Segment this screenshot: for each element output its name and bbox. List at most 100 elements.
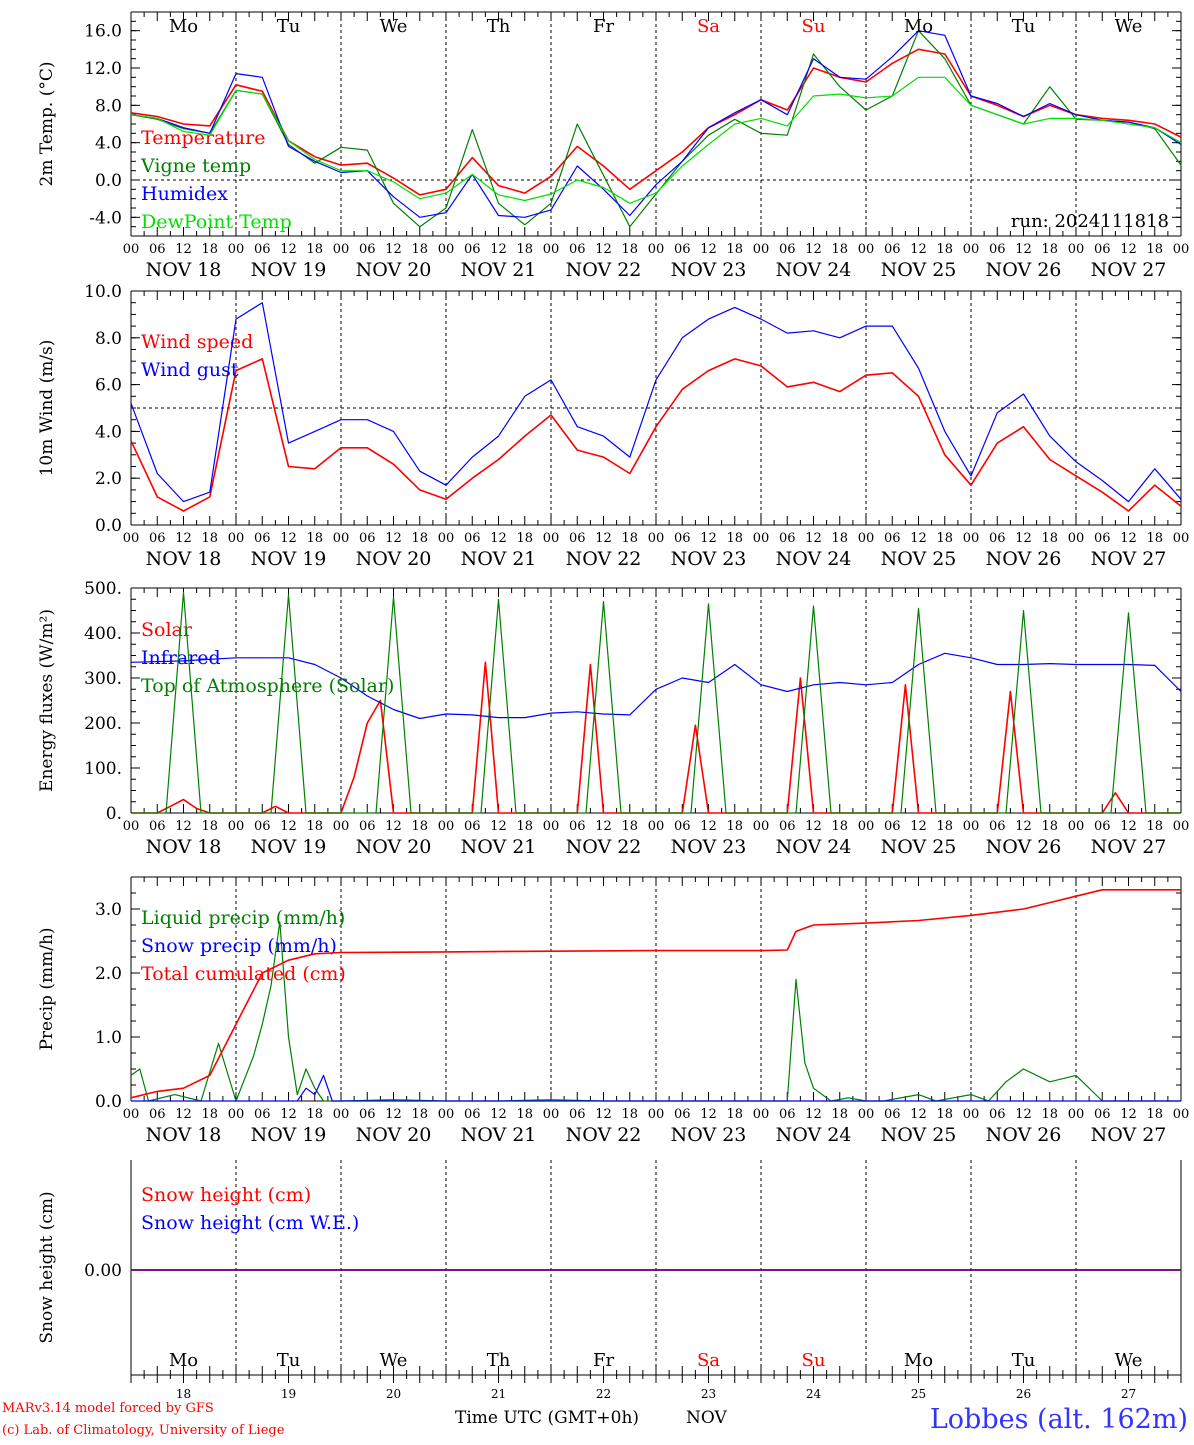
model-credit: MARv3.14 model forced by GFS (2, 1401, 214, 1416)
weekday-label: Tu (1012, 16, 1036, 37)
y-tick-label: 1.0 (95, 1028, 122, 1048)
date-label: NOV 21 (461, 836, 537, 858)
date-label: NOV 26 (986, 548, 1062, 570)
hour-label: 18 (411, 1107, 428, 1122)
hour-label: 00 (333, 819, 350, 834)
date-label: NOV 19 (251, 836, 327, 858)
hour-label: 18 (306, 1107, 323, 1122)
y-tick-label: 0. (106, 804, 122, 824)
hour-label: 18 (621, 1107, 638, 1122)
series-line (131, 1074, 1181, 1102)
hour-label: 06 (254, 531, 271, 546)
weekday-label: Sa (697, 16, 720, 37)
panel-3: 500. 400. 300. 200. 100. 0. Energy fluxes (W/m… (37, 579, 1189, 858)
hour-label: 06 (779, 1107, 796, 1122)
hour-label: 18 (726, 819, 743, 834)
hour-label: 18 (1041, 819, 1058, 834)
date-label: NOV 22 (566, 259, 642, 281)
hour-label: 18 (201, 1107, 218, 1122)
hour-label: 06 (464, 531, 481, 546)
y-tick-label: 4.0 (95, 422, 122, 442)
weekday-label: We (1115, 16, 1143, 37)
hour-label: 06 (149, 1107, 166, 1122)
hour-label: 12 (805, 531, 822, 546)
hour-label: 06 (569, 819, 586, 834)
site-label: Lobbes (alt. 162m) (930, 1404, 1188, 1435)
hour-label: 18 (306, 242, 323, 257)
y-tick-label: 0.0 (95, 171, 122, 191)
hour-label: 18 (411, 531, 428, 546)
hour-label: 12 (385, 242, 402, 257)
day-number-label: 19 (281, 1387, 296, 1401)
day-number-label: 21 (491, 1387, 506, 1401)
date-label: NOV 25 (881, 836, 957, 858)
hour-label: 18 (1041, 1107, 1058, 1122)
legend-entry: Snow height (cm W.E.) (141, 1212, 359, 1234)
series-line (130, 76, 1182, 204)
hour-label: 12 (385, 819, 402, 834)
date-label: NOV 24 (776, 1124, 852, 1146)
weekday-label: We (380, 16, 408, 37)
legend-entry: Temperature (141, 127, 265, 149)
hour-label: 12 (385, 1107, 402, 1122)
hour-label: 18 (936, 242, 953, 257)
hour-label: 00 (543, 242, 560, 257)
hour-label: 00 (963, 819, 980, 834)
hour-label: 06 (674, 531, 691, 546)
hour-label: 18 (936, 531, 953, 546)
hour-label: 18 (831, 819, 848, 834)
date-label: NOV 22 (566, 548, 642, 570)
hour-label: 12 (1120, 819, 1137, 834)
y-tick-label: 10.0 (84, 282, 122, 302)
hour-label: 12 (595, 1107, 612, 1122)
weekday-label: Tu (1012, 1350, 1036, 1371)
hour-label: 12 (1015, 1107, 1032, 1122)
hour-label: 00 (123, 242, 140, 257)
hour-label: 12 (805, 242, 822, 257)
date-label: NOV 20 (356, 548, 432, 570)
weekday-label: Th (487, 16, 511, 37)
hour-label: 12 (805, 819, 822, 834)
hour-label: 18 (516, 819, 533, 834)
hour-label: 18 (1146, 531, 1163, 546)
weekday-label: Sa (697, 1350, 720, 1371)
date-label: NOV 21 (461, 1124, 537, 1146)
hour-label: 00 (543, 531, 560, 546)
hour-label: 00 (228, 819, 245, 834)
hour-label: 12 (700, 819, 717, 834)
hour-label: 12 (280, 819, 297, 834)
hour-label: 18 (621, 819, 638, 834)
date-label: NOV 20 (356, 836, 432, 858)
date-label: NOV 18 (146, 548, 222, 570)
hour-label: 00 (963, 242, 980, 257)
legend-entry: Wind speed (141, 331, 253, 353)
date-label: NOV 27 (1091, 836, 1167, 858)
y-tick-label: -4.0 (89, 208, 122, 228)
day-number-label: 23 (701, 1387, 716, 1401)
hour-label: 00 (963, 1107, 980, 1122)
hour-label: 12 (1015, 819, 1032, 834)
hour-label: 00 (1068, 819, 1085, 834)
hour-label: 06 (779, 819, 796, 834)
legend-entry: Wind gust (141, 359, 239, 381)
date-label: NOV 20 (356, 259, 432, 281)
hour-label: 12 (280, 1107, 297, 1122)
hour-label: 18 (831, 242, 848, 257)
hour-label: 00 (648, 819, 665, 834)
hour-label: 00 (438, 531, 455, 546)
date-label: NOV 26 (986, 259, 1062, 281)
weekday-label: We (1115, 1350, 1143, 1371)
legend-entry: Top of Atmosphere (Solar) (141, 675, 394, 697)
hour-label: 12 (1120, 1107, 1137, 1122)
y-tick-label: 0.0 (95, 516, 122, 536)
hour-label: 06 (1094, 242, 1111, 257)
y-tick-label: 500. (84, 579, 122, 599)
hour-label: 18 (936, 819, 953, 834)
hour-label: 06 (674, 242, 691, 257)
hour-label: 00 (543, 1107, 560, 1122)
hour-label: 12 (385, 531, 402, 546)
panel-1: 16.0 12.0 8.0 4.0 0.0 -4.0 2m Temp. (°C) Temper… (37, 11, 1189, 281)
hour-label: 00 (1173, 1107, 1190, 1122)
date-label: NOV 24 (776, 259, 852, 281)
weekday-label: We (380, 1350, 408, 1371)
